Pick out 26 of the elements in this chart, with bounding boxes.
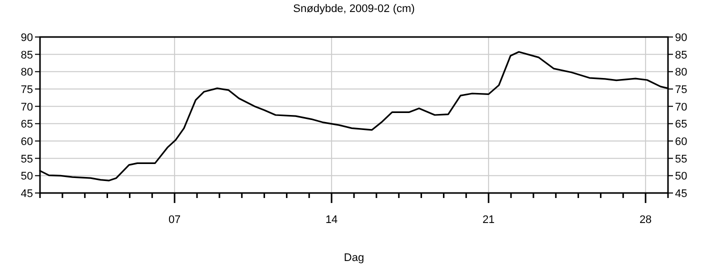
- y2-tick-label: 90: [675, 32, 688, 44]
- y-tick-label: 90: [20, 32, 33, 44]
- x-tick-label: 21: [482, 214, 495, 226]
- y2-tick-label: 80: [675, 66, 688, 79]
- y-tick-label: 70: [20, 101, 33, 114]
- y2-tick-label: 65: [675, 118, 688, 131]
- x-tick-label: 14: [325, 214, 338, 226]
- y-tick-label: 45: [20, 188, 33, 200]
- chart-title: Snødybde, 2009-02 (cm): [293, 3, 415, 15]
- y2-tick-label: 85: [675, 49, 688, 62]
- y2-tick-label: 60: [675, 136, 688, 148]
- y2-tick-label: 55: [675, 153, 688, 166]
- x-axis-title: Dag: [344, 252, 364, 264]
- y-tick-label: 65: [20, 118, 33, 131]
- y-tick-label: 60: [20, 136, 33, 148]
- y2-tick-label: 70: [675, 101, 688, 114]
- x-tick-label: 07: [168, 214, 181, 226]
- y-tick-label: 55: [20, 153, 33, 166]
- y-tick-label: 80: [20, 66, 33, 79]
- y2-tick-label: 75: [675, 84, 688, 96]
- x-tick-label: 28: [639, 214, 652, 226]
- y2-tick-label: 50: [675, 170, 688, 183]
- y-tick-label: 85: [20, 49, 33, 62]
- y2-tick-label: 45: [675, 188, 688, 200]
- y-tick-label: 50: [20, 170, 33, 183]
- y-tick-label: 75: [20, 84, 33, 96]
